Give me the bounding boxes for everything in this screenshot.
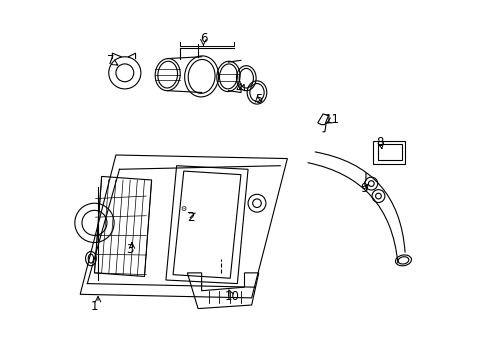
Text: 10: 10 bbox=[224, 289, 239, 303]
Text: 6: 6 bbox=[199, 32, 207, 45]
Text: 8: 8 bbox=[376, 136, 383, 149]
Text: 9: 9 bbox=[360, 183, 367, 195]
Text: 3: 3 bbox=[126, 243, 134, 256]
Text: 5: 5 bbox=[255, 93, 262, 106]
Text: 7: 7 bbox=[106, 54, 114, 67]
Text: 1: 1 bbox=[91, 300, 98, 313]
Text: 4: 4 bbox=[235, 82, 243, 95]
Text: 11: 11 bbox=[324, 113, 339, 126]
Bar bbox=[378, 144, 401, 160]
Text: 2: 2 bbox=[187, 211, 194, 224]
Bar bbox=[372, 141, 405, 164]
Text: ⚙: ⚙ bbox=[180, 206, 186, 212]
